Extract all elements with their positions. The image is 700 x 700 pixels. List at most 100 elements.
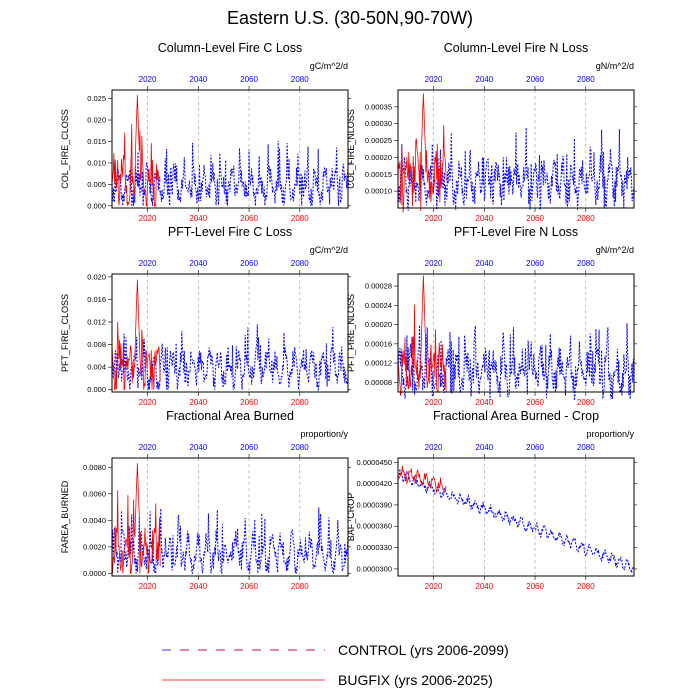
plot-frame: [111, 89, 349, 209]
x-tick-label-top: 2020: [139, 75, 157, 84]
chart-panels: Column-Level Fire C Loss gC/m^2/d COL_FIRE…: [60, 41, 637, 591]
x-tick-label-top: 2080: [291, 443, 309, 452]
y-tick-label: 0.015: [87, 137, 106, 146]
x-tick-label-bottom: 2040: [475, 582, 493, 591]
series-line-bugfix: [111, 95, 161, 208]
series-line-bugfix: [397, 465, 447, 493]
chart-panel-1: Column-Level Fire C Loss gC/m^2/d COL_FIRE…: [60, 41, 351, 223]
series-line-control: [397, 468, 635, 573]
x-tick-label-top: 2020: [425, 75, 443, 84]
x-tick-label-bottom: 2080: [577, 398, 595, 407]
x-tick-label-bottom: 2060: [526, 214, 544, 223]
chart-units: gC/m^2/d: [310, 61, 348, 71]
x-tick-label-top: 2060: [240, 75, 258, 84]
y-tick-label: 0.0060: [83, 489, 106, 498]
y-tick-label: 0.0000330: [357, 543, 392, 552]
series-line-control: [111, 507, 349, 574]
y-tick-label: 0.0000450: [357, 458, 392, 467]
plot-frame: [111, 457, 349, 577]
y-tick-label: 0.00015: [365, 170, 392, 179]
x-tick-label-bottom: 2040: [475, 398, 493, 407]
chart-title: Column-Level Fire C Loss: [158, 41, 303, 55]
chart-title: PFT-Level Fire N Loss: [454, 225, 578, 239]
x-tick-label-bottom: 2040: [189, 582, 207, 591]
y-tick-label: 0.000: [87, 385, 106, 394]
x-tick-label-top: 2040: [475, 259, 493, 268]
x-tick-label-top: 2020: [139, 259, 157, 268]
y-axis-label: PFT_FIRE_NLOSS: [346, 294, 356, 372]
y-tick-label: 0.0000420: [357, 479, 392, 488]
y-tick-label: 0.00035: [365, 102, 392, 111]
x-tick-label-top: 2020: [425, 443, 443, 452]
series-line-control: [397, 127, 635, 211]
chart-units: proportion/y: [300, 429, 348, 439]
chart-panel-6: Fractional Area Burned - Crop proportion/…: [346, 409, 637, 591]
x-tick-label-top: 2040: [189, 443, 207, 452]
y-axis-label: COL_FIRE_CLOSS: [60, 109, 70, 189]
x-tick-label-top: 2060: [526, 443, 544, 452]
x-tick-label-bottom: 2020: [139, 582, 157, 591]
x-tick-label-bottom: 2080: [291, 398, 309, 407]
y-tick-label: 0.00016: [365, 339, 392, 348]
y-axis-label: PFT_FIRE_CLOSS: [60, 294, 70, 372]
legend: CONTROL (yrs 2006-2099) BUGFIX (yrs 2006…: [162, 642, 509, 688]
y-tick-label: 0.000: [87, 201, 106, 210]
series-line-control: [397, 323, 635, 401]
x-tick-label-top: 2020: [139, 443, 157, 452]
series-line-bugfix: [397, 275, 447, 396]
x-tick-label-bottom: 2060: [240, 214, 258, 223]
chart-title: PFT-Level Fire C Loss: [168, 225, 292, 239]
y-tick-label: 0.008: [87, 340, 106, 349]
y-tick-label: 0.00008: [365, 378, 392, 387]
y-tick-label: 0.005: [87, 180, 106, 189]
x-tick-label-top: 2080: [291, 75, 309, 84]
y-tick-label: 0.00020: [365, 153, 392, 162]
chart-panel-2: Column-Level Fire N Loss gN/m^2/d COL_FIRE…: [346, 41, 637, 223]
plot-frame: [397, 457, 635, 577]
y-tick-label: 0.025: [87, 94, 106, 103]
x-tick-label-bottom: 2080: [577, 582, 595, 591]
x-tick-label-top: 2040: [189, 259, 207, 268]
chart-panel-4: PFT-Level Fire N Loss gN/m^2/d PFT_FIRE_NL…: [346, 225, 637, 407]
chart-units: gC/m^2/d: [310, 245, 348, 255]
series-line-bugfix: [397, 93, 447, 213]
x-tick-label-bottom: 2020: [425, 398, 443, 407]
x-tick-label-top: 2040: [475, 75, 493, 84]
x-tick-label-top: 2080: [577, 443, 595, 452]
x-tick-label-bottom: 2060: [240, 582, 258, 591]
y-tick-label: 0.00012: [365, 359, 392, 368]
plot-frame: [111, 273, 349, 393]
chart-title: Column-Level Fire N Loss: [444, 41, 589, 55]
y-tick-label: 0.016: [87, 295, 106, 304]
legend-bugfix-label: BUGFIX (yrs 2006-2025): [338, 672, 493, 688]
y-tick-label: 0.0080: [83, 463, 106, 472]
series-line-control: [111, 140, 349, 206]
x-tick-label-top: 2020: [425, 259, 443, 268]
x-tick-label-bottom: 2020: [425, 582, 443, 591]
x-tick-label-bottom: 2040: [475, 214, 493, 223]
x-tick-label-bottom: 2020: [425, 214, 443, 223]
y-tick-label: 0.00028: [365, 282, 392, 291]
chart-title: Fractional Area Burned: [166, 409, 294, 423]
chart-panel-3: PFT-Level Fire C Loss gC/m^2/d PFT_FIRE_CL…: [60, 225, 351, 407]
x-tick-label-top: 2080: [291, 259, 309, 268]
x-tick-label-bottom: 2020: [139, 398, 157, 407]
x-tick-label-bottom: 2060: [240, 398, 258, 407]
chart-title: Fractional Area Burned - Crop: [433, 409, 599, 423]
y-tick-label: 0.00020: [365, 320, 392, 329]
x-tick-label-bottom: 2060: [526, 398, 544, 407]
y-tick-label: 0.012: [87, 317, 106, 326]
x-tick-label-bottom: 2080: [577, 214, 595, 223]
chart-units: gN/m^2/d: [596, 245, 634, 255]
x-tick-label-top: 2060: [240, 259, 258, 268]
x-tick-label-top: 2060: [240, 443, 258, 452]
chart-units: gN/m^2/d: [596, 61, 634, 71]
x-tick-label-top: 2060: [526, 75, 544, 84]
y-tick-label: 0.0000390: [357, 500, 392, 509]
x-tick-label-top: 2040: [189, 75, 207, 84]
y-tick-label: 0.020: [87, 272, 106, 281]
y-tick-label: 0.00024: [365, 301, 392, 310]
legend-control-label: CONTROL (yrs 2006-2099): [338, 642, 509, 658]
x-tick-label-bottom: 2040: [189, 214, 207, 223]
